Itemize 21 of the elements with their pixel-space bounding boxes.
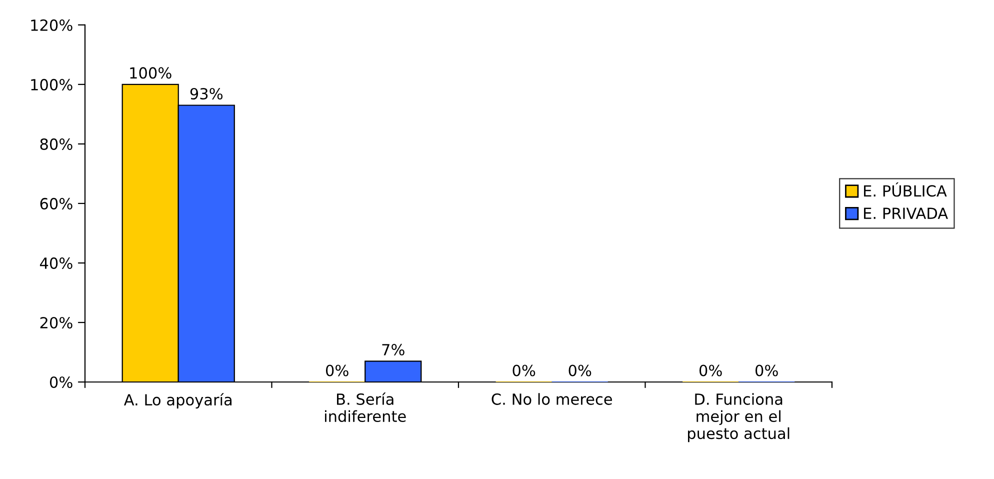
data-label: 0% [568,364,592,376]
data-label: 0% [699,364,722,376]
y-tick-label: 20% [40,316,72,329]
data-label: 0% [756,364,778,376]
y-tick-label: 100% [31,78,72,90]
data-label: 100% [130,67,172,79]
y-tick-label: 60% [40,198,72,210]
x-tick-label: D. Funciona mejor en el puesto actual [688,393,790,442]
legend-label: E. PÚBLICA [864,182,947,197]
y-tick-label: 80% [40,138,72,150]
y-tick-label: 40% [40,257,72,269]
x-tick-label: A. Lo apoyaría [124,393,232,409]
data-label: 7% [382,344,404,356]
x-tick-label: B. Sería indiferente [325,392,406,422]
data-label: 0% [512,364,536,376]
y-tick-label: 0% [50,376,72,388]
data-label: 93% [190,88,223,100]
y-tick-label: 120% [31,19,72,31]
x-tick-label: C. No lo merece [492,393,612,405]
legend-label: E. PRIVADA [864,208,948,219]
data-label: 0% [326,364,348,376]
